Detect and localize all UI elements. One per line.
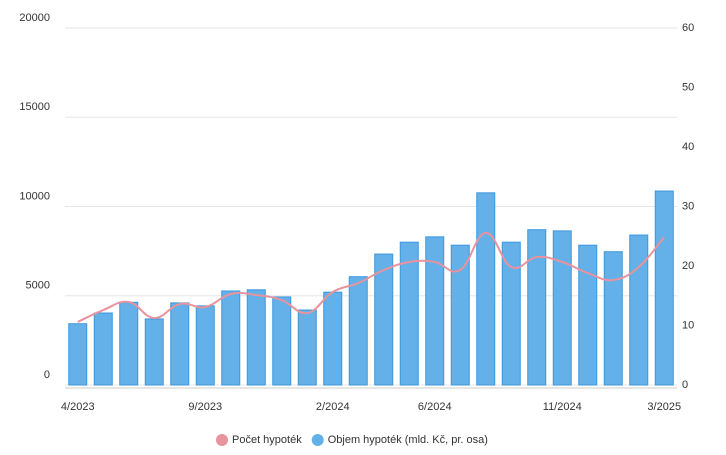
y2-tick-label: 30 — [682, 200, 694, 212]
y2-tick-label: 10 — [682, 319, 694, 331]
y-tick-label: 5000 — [26, 280, 50, 292]
bar — [297, 309, 317, 386]
bar — [399, 241, 419, 386]
bar — [93, 312, 113, 386]
bar — [119, 301, 139, 386]
line — [77, 231, 666, 323]
bar — [425, 236, 445, 386]
x-tick-label: 4/2023 — [61, 401, 95, 413]
bar — [450, 244, 470, 386]
legend-label: Počet hypoték — [232, 434, 302, 446]
bar — [170, 302, 190, 386]
x-tick-label: 9/2023 — [188, 401, 222, 413]
bar — [501, 241, 521, 386]
x-tick-label: 2/2024 — [316, 401, 350, 413]
bar — [221, 290, 241, 386]
x-tick-label: 11/2024 — [543, 401, 582, 413]
bar — [603, 251, 623, 386]
bar — [68, 323, 88, 386]
bar — [654, 190, 674, 386]
bar — [527, 229, 547, 386]
y2-tick-label: 0 — [682, 379, 688, 391]
bar — [552, 230, 572, 386]
bar — [195, 305, 215, 386]
bar — [629, 234, 649, 386]
x-tick-label: 6/2024 — [418, 401, 452, 413]
y-tick-label: 0 — [44, 369, 50, 381]
bar — [323, 291, 343, 386]
bar — [272, 296, 292, 386]
legend-marker — [311, 434, 324, 446]
legend-label: Objem hypoték (mld. Kč, pr. osa) — [328, 434, 488, 446]
bar — [246, 289, 266, 386]
bar — [374, 253, 394, 386]
y-tick-label: 15000 — [19, 101, 50, 113]
bar — [578, 244, 598, 386]
y2-tick-label: 60 — [682, 22, 694, 34]
x-tick-label: 3/2025 — [647, 401, 681, 413]
y2-tick-label: 50 — [682, 81, 694, 93]
bar — [476, 192, 496, 386]
bar — [348, 276, 368, 386]
y2-tick-label: 20 — [682, 260, 694, 272]
y-tick-label: 20000 — [19, 12, 50, 24]
y2-tick-label: 40 — [682, 141, 694, 153]
bar — [144, 318, 164, 386]
y-tick-label: 10000 — [19, 190, 50, 202]
legend-marker — [216, 434, 228, 446]
